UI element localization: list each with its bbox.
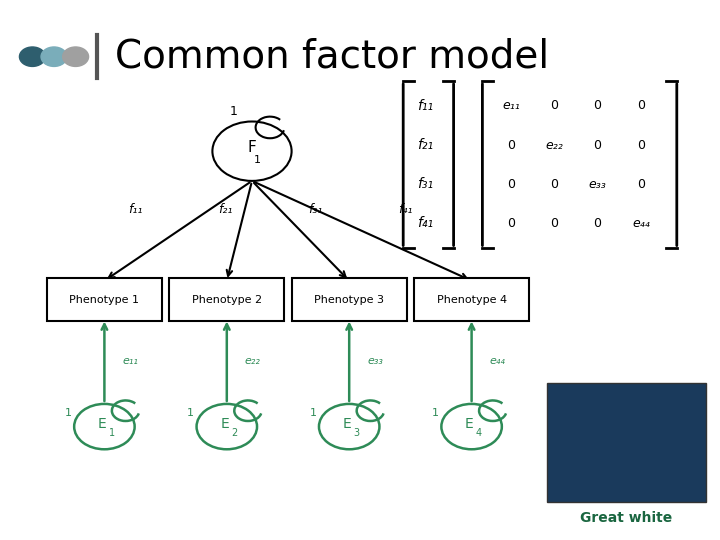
Text: e₄₄: e₄₄ [632, 217, 649, 230]
FancyBboxPatch shape [292, 278, 407, 321]
FancyBboxPatch shape [414, 278, 529, 321]
Text: 0: 0 [593, 217, 602, 230]
Text: Phenotype 4: Phenotype 4 [436, 295, 507, 305]
Text: 0: 0 [593, 99, 602, 112]
Text: 2: 2 [231, 428, 237, 438]
FancyBboxPatch shape [547, 383, 706, 502]
Text: Common factor model: Common factor model [115, 38, 549, 76]
Text: f₂₁: f₂₁ [218, 202, 232, 216]
Text: e₃₃: e₃₃ [589, 178, 606, 191]
Circle shape [41, 47, 67, 66]
Text: 4: 4 [476, 428, 482, 438]
Text: 1: 1 [310, 408, 317, 418]
Text: f₁₁: f₁₁ [128, 202, 142, 216]
Text: 0: 0 [550, 217, 559, 230]
Text: Great white: Great white [580, 511, 672, 525]
Text: f₄₁: f₄₁ [417, 217, 433, 231]
Text: E: E [220, 417, 229, 431]
Text: e₂₂: e₂₂ [546, 139, 563, 152]
FancyBboxPatch shape [169, 278, 284, 321]
Circle shape [19, 47, 45, 66]
Text: f₃₁: f₃₁ [308, 202, 322, 216]
Text: 0: 0 [636, 99, 645, 112]
Text: 1: 1 [432, 408, 439, 418]
Circle shape [63, 47, 89, 66]
Text: 1: 1 [187, 408, 194, 418]
Text: e₄₄: e₄₄ [490, 356, 505, 366]
Text: 0: 0 [550, 99, 559, 112]
Text: e₁₁: e₁₁ [503, 99, 520, 112]
Text: 0: 0 [507, 178, 516, 191]
Text: Phenotype 2: Phenotype 2 [192, 295, 262, 305]
Text: 1: 1 [65, 408, 72, 418]
Text: f₄₁: f₄₁ [398, 202, 412, 216]
Text: f₁₁: f₁₁ [417, 99, 433, 113]
Text: e₂₂: e₂₂ [245, 356, 261, 366]
Text: F: F [248, 140, 256, 156]
Text: E: E [98, 417, 107, 431]
Text: 1: 1 [109, 428, 114, 438]
Text: 0: 0 [636, 139, 645, 152]
Text: Phenotype 1: Phenotype 1 [69, 295, 140, 305]
FancyBboxPatch shape [47, 278, 162, 321]
Text: 0: 0 [507, 217, 516, 230]
Text: 0: 0 [593, 139, 602, 152]
Text: E: E [465, 417, 474, 431]
Text: 3: 3 [354, 428, 359, 438]
Text: 1: 1 [254, 155, 261, 165]
Text: 1: 1 [230, 105, 238, 118]
Text: Phenotype 3: Phenotype 3 [314, 295, 384, 305]
Text: f₃₁: f₃₁ [417, 177, 433, 191]
Text: e₁₁: e₁₁ [122, 356, 138, 366]
Text: E: E [343, 417, 351, 431]
Text: 0: 0 [636, 178, 645, 191]
Text: 0: 0 [507, 139, 516, 152]
Text: 0: 0 [550, 178, 559, 191]
Text: e₃₃: e₃₃ [367, 356, 383, 366]
Text: f₂₁: f₂₁ [417, 138, 433, 152]
